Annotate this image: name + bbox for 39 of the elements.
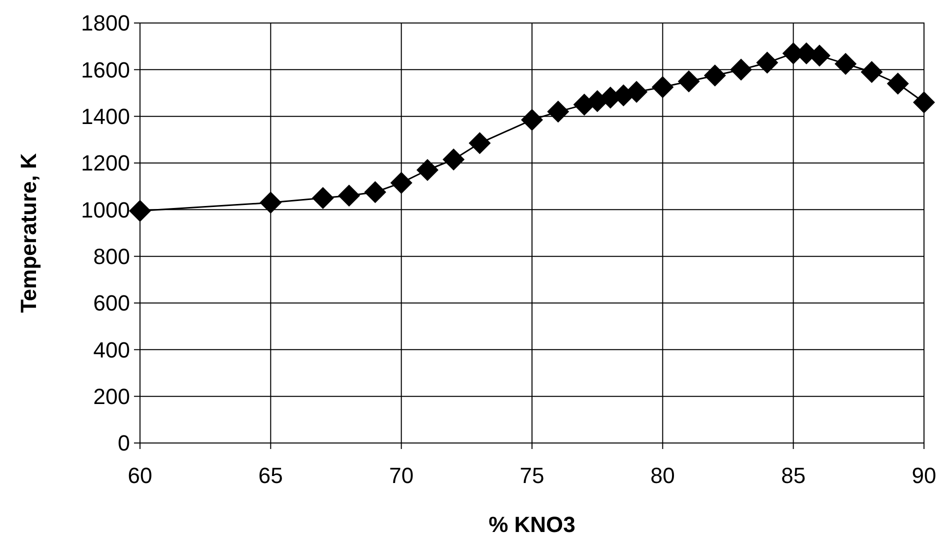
point — [652, 76, 674, 98]
y-axis-title: Temperature, K — [16, 153, 41, 313]
y-tick-label: 800 — [93, 244, 130, 270]
y-tick-label: 1200 — [81, 150, 130, 176]
point — [547, 100, 570, 123]
y-tick-label: 600 — [93, 290, 130, 316]
point — [521, 108, 543, 131]
x-axis-title: % KNO3 — [488, 512, 576, 537]
y-tick-label: 1800 — [81, 10, 130, 36]
y-tick-label: 200 — [93, 384, 130, 410]
point — [129, 200, 151, 222]
point — [416, 159, 438, 181]
point — [312, 187, 334, 209]
x-tick-label: 60 — [128, 463, 152, 488]
y-tick-label: 1400 — [81, 104, 130, 130]
x-tick-label: 65 — [258, 463, 283, 488]
x-tick-label: 75 — [520, 463, 544, 488]
point — [678, 70, 700, 92]
point — [886, 72, 909, 95]
point — [364, 181, 386, 204]
point — [730, 58, 752, 81]
x-tick-label: 70 — [389, 463, 414, 488]
point — [442, 148, 465, 170]
y-tick-label: 1600 — [81, 57, 130, 82]
y-tick-label: 0 — [118, 430, 130, 456]
y-tick-label: 400 — [93, 337, 130, 362]
point — [260, 192, 282, 214]
point — [338, 184, 360, 207]
point — [860, 61, 883, 83]
point — [834, 52, 857, 75]
x-tick-label: 80 — [650, 463, 675, 488]
point — [390, 172, 412, 194]
x-tick-label: 85 — [781, 463, 806, 488]
point — [756, 52, 778, 74]
x-tick-label: 90 — [912, 463, 936, 488]
point — [913, 91, 935, 114]
point — [468, 132, 491, 154]
point — [704, 64, 726, 86]
y-tick-label: 1000 — [81, 197, 130, 222]
